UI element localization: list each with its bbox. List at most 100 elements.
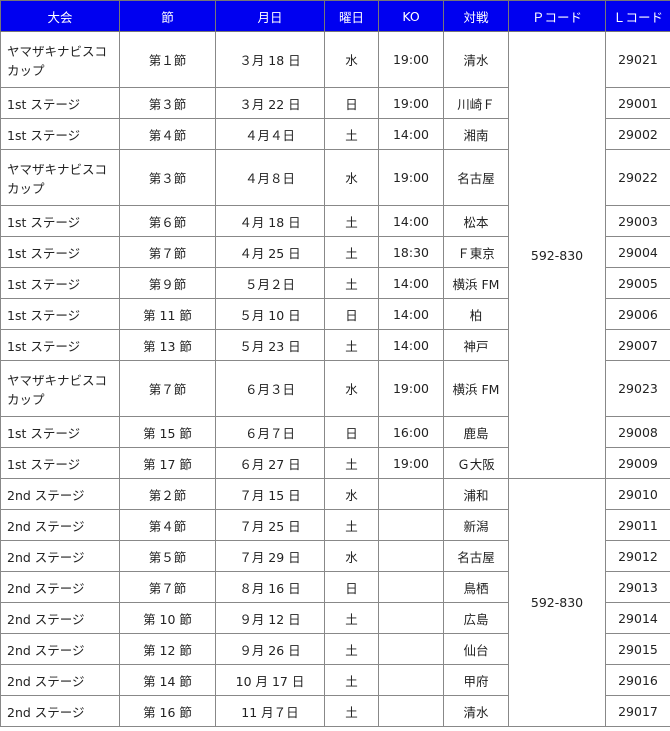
weekday-cell: 土 [324, 695, 379, 727]
section-cell: 第６節 [119, 205, 216, 237]
date-cell: ５月２日 [215, 267, 325, 299]
opponent-cell: 広島 [443, 602, 509, 634]
section-cell: 第 15 節 [119, 416, 216, 448]
date-cell: ６月７日 [215, 416, 325, 448]
kickoff-cell: 14:00 [378, 329, 444, 361]
lcode-cell: 29009 [605, 447, 670, 479]
section-cell: 第 12 節 [119, 633, 216, 665]
kickoff-cell: 19:00 [378, 149, 444, 206]
lcode-cell: 29015 [605, 633, 670, 665]
competition-cell: 2nd ステージ [0, 633, 120, 665]
section-cell: 第７節 [119, 236, 216, 268]
lcode-cell: 29007 [605, 329, 670, 361]
date-cell: ７月 15 日 [215, 478, 325, 510]
column-header: Ｌコード [605, 0, 670, 32]
competition-cell: 1st ステージ [0, 416, 120, 448]
pcode-cell: 592-830 [508, 31, 606, 479]
lcode-cell: 29023 [605, 360, 670, 417]
lcode-cell: 29002 [605, 118, 670, 150]
weekday-cell: 土 [324, 509, 379, 541]
date-cell: ９月 12 日 [215, 602, 325, 634]
table-row: 1st ステージ第 13 節 ５月 23 日土 14:00 神戸 29007 [0, 329, 670, 361]
lcode-cell: 29022 [605, 149, 670, 206]
table-row: 2nd ステージ第 14 節 10 月 17 日土 甲府 29016 [0, 664, 670, 696]
date-cell: ４月８日 [215, 149, 325, 206]
competition-cell: 1st ステージ [0, 87, 120, 119]
competition-cell: 1st ステージ [0, 118, 120, 150]
weekday-cell: 土 [324, 236, 379, 268]
kickoff-cell: 14:00 [378, 267, 444, 299]
header-row: 大会節月日 曜日 KO 対戦 Ｐコード Ｌコード [0, 0, 670, 32]
lcode-cell: 29021 [605, 31, 670, 88]
opponent-cell: 横浜 FM [443, 267, 509, 299]
table-row: 1st ステージ第 11 節 ５月 10 日日 14:00 柏 29006 [0, 298, 670, 330]
section-cell: 第４節 [119, 118, 216, 150]
pcode-cell: 592-830 [508, 478, 606, 727]
competition-cell: 2nd ステージ [0, 602, 120, 634]
date-cell: ７月 25 日 [215, 509, 325, 541]
opponent-cell: 横浜 FM [443, 360, 509, 417]
weekday-cell: 日 [324, 87, 379, 119]
competition-cell: 2nd ステージ [0, 478, 120, 510]
section-cell: 第１節 [119, 31, 216, 88]
weekday-cell: 日 [324, 298, 379, 330]
weekday-cell: 土 [324, 664, 379, 696]
weekday-cell: 水 [324, 478, 379, 510]
weekday-cell: 日 [324, 416, 379, 448]
weekday-cell: 土 [324, 602, 379, 634]
lcode-cell: 29003 [605, 205, 670, 237]
section-cell: 第９節 [119, 267, 216, 299]
lcode-cell: 29017 [605, 695, 670, 727]
kickoff-cell [378, 664, 444, 696]
competition-cell: 1st ステージ [0, 236, 120, 268]
table-row: 1st ステージ第 17 節 ６月 27 日土 19:00 Ｇ大阪 29009 [0, 447, 670, 479]
opponent-cell: 名古屋 [443, 540, 509, 572]
kickoff-cell: 19:00 [378, 447, 444, 479]
weekday-cell: 土 [324, 267, 379, 299]
weekday-cell: 土 [324, 447, 379, 479]
column-header: 対戦 [443, 0, 509, 32]
kickoff-cell [378, 571, 444, 603]
competition-cell: ヤマザキナビスコカップ [0, 360, 120, 417]
opponent-cell: 湘南 [443, 118, 509, 150]
section-cell: 第 13 節 [119, 329, 216, 361]
date-cell: ４月 18 日 [215, 205, 325, 237]
competition-cell: 1st ステージ [0, 267, 120, 299]
competition-cell: 2nd ステージ [0, 664, 120, 696]
date-cell: ３月 18 日 [215, 31, 325, 88]
lcode-cell: 29010 [605, 478, 670, 510]
opponent-cell: 鳥栖 [443, 571, 509, 603]
opponent-cell: Ｇ大阪 [443, 447, 509, 479]
opponent-cell: 名古屋 [443, 149, 509, 206]
lcode-cell: 29001 [605, 87, 670, 119]
table-row: 2nd ステージ第 16 節 11 月７日土 清水 29017 [0, 695, 670, 727]
column-header: 大会 [0, 0, 120, 32]
date-cell: 11 月７日 [215, 695, 325, 727]
section-cell: 第２節 [119, 478, 216, 510]
opponent-cell: 清水 [443, 695, 509, 727]
competition-cell: ヤマザキナビスコカップ [0, 149, 120, 206]
date-cell: ４月４日 [215, 118, 325, 150]
date-cell: ６月３日 [215, 360, 325, 417]
opponent-cell: 鹿島 [443, 416, 509, 448]
table-row: ヤマザキナビスコカップ 第７節 ６月３日水 19:00 横浜 FM 29023 [0, 360, 670, 417]
date-cell: ７月 29 日 [215, 540, 325, 572]
weekday-cell: 日 [324, 571, 379, 603]
lcode-cell: 29011 [605, 509, 670, 541]
competition-cell: ヤマザキナビスコカップ [0, 31, 120, 88]
weekday-cell: 水 [324, 540, 379, 572]
lcode-cell: 29012 [605, 540, 670, 572]
date-cell: ５月 10 日 [215, 298, 325, 330]
table-row: 1st ステージ 第７節 ４月 25 日土 18:30 Ｆ東京 29004 [0, 236, 670, 268]
opponent-cell: 仙台 [443, 633, 509, 665]
competition-cell: 2nd ステージ [0, 695, 120, 727]
section-cell: 第 14 節 [119, 664, 216, 696]
lcode-cell: 29005 [605, 267, 670, 299]
table-row: 2nd ステージ第 10 節 ９月 12 日土 広島 29014 [0, 602, 670, 634]
kickoff-cell [378, 478, 444, 510]
date-cell: ６月 27 日 [215, 447, 325, 479]
competition-cell: 1st ステージ [0, 298, 120, 330]
weekday-cell: 土 [324, 205, 379, 237]
opponent-cell: 川崎Ｆ [443, 87, 509, 119]
